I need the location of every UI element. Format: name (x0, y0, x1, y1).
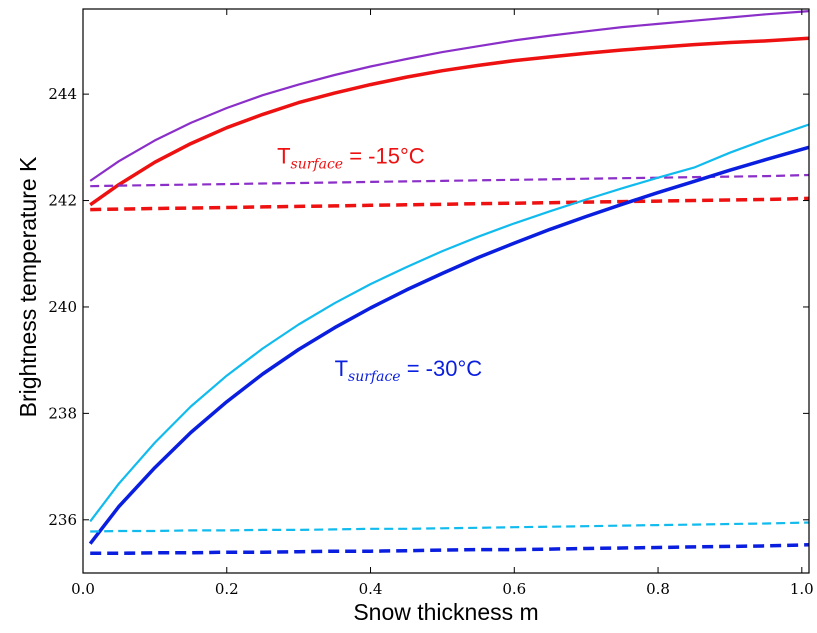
series-line-3 (90, 173, 810, 188)
series-line-4 (90, 196, 810, 212)
plot-frame (82, 8, 810, 574)
series-line-2 (89, 36, 810, 207)
x-tick-label: 1.0 (790, 580, 814, 598)
y-tick-label: 236 (48, 511, 77, 529)
x-axis-label: Snow thickness m (353, 599, 538, 625)
y-tick-label: 240 (48, 298, 77, 316)
axes-layer: 0.0 0.2 0.4 0.6 0.8 1.0 236 238 240 242 244 (48, 8, 814, 598)
x-tick-label: 0.6 (502, 580, 526, 598)
series-line-7 (90, 521, 810, 533)
x-tick-label: 0.0 (71, 580, 95, 598)
series-line-6 (88, 145, 810, 545)
series-layer (88, 10, 810, 556)
series-line-8 (90, 543, 810, 556)
surface-temp-annotation-2: Tsurface = -30°C (335, 356, 483, 385)
y-tick-label: 242 (48, 192, 77, 210)
x-tick-label: 0.4 (359, 580, 383, 598)
y-tick-label: 244 (48, 85, 77, 103)
series-line-1 (89, 10, 810, 182)
annotation-layer: Tsurface = -15°C Tsurface = -30°C (277, 143, 482, 385)
y-tick-label: 238 (48, 404, 77, 422)
series-line-5 (89, 123, 810, 523)
surface-temp-annotation-1: Tsurface = -15°C (277, 143, 425, 172)
y-axis-label: Brightness temperature K (15, 156, 41, 417)
x-tick-label: 0.2 (215, 580, 239, 598)
x-tick-label: 0.8 (646, 580, 670, 598)
